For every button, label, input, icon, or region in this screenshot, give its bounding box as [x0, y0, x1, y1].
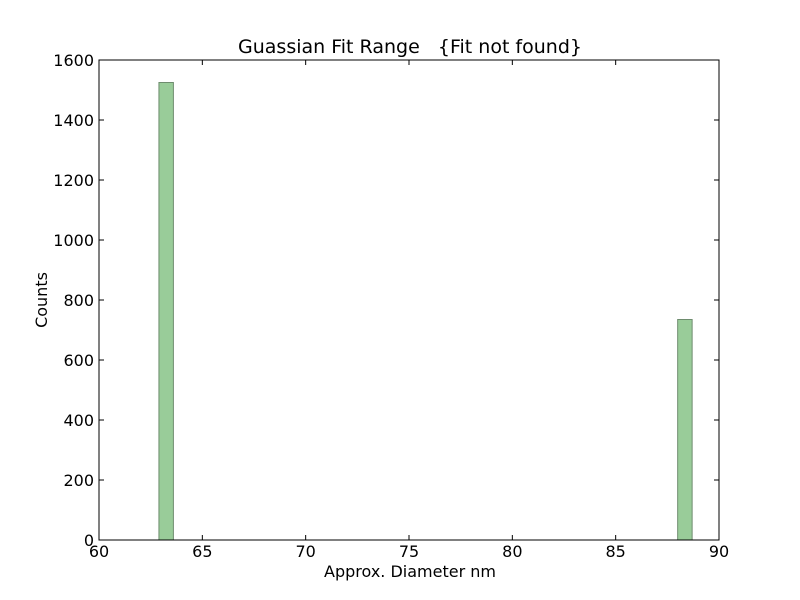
y-tick-label: 0	[84, 531, 94, 550]
histogram-bar-2	[677, 319, 693, 541]
x-axis-title: Approx. Diameter nm	[324, 562, 496, 581]
plot-area-frame	[98, 59, 720, 541]
x-tick-label: 80	[502, 542, 522, 561]
y-tick-label: 400	[63, 411, 94, 430]
y-tick-label: 600	[63, 351, 94, 370]
histogram-bar-1	[158, 82, 174, 541]
y-tick-label: 1600	[53, 51, 94, 70]
ticks-layer: 60 65 70 75 80 85 90 0 200 400 600 800 1000 1200 1400 1…	[53, 51, 729, 561]
y-tick-label: 1000	[53, 231, 94, 250]
y-axis-title: Counts	[32, 272, 51, 328]
y-tick-label: 1200	[53, 171, 94, 190]
y-tick-label: 200	[63, 471, 94, 490]
y-tick-label: 1400	[53, 111, 94, 130]
y-tick-label: 800	[63, 291, 94, 310]
x-tick-label: 65	[192, 542, 212, 561]
x-tick-label: 90	[709, 542, 729, 561]
bars-layer	[158, 82, 693, 541]
x-tick-label: 75	[399, 542, 419, 561]
chart-title: Guassian Fit Range {Fit not found}	[238, 36, 582, 58]
x-tick-label: 70	[295, 542, 315, 561]
x-tick-label: 85	[605, 542, 625, 561]
x-tick-label: 60	[89, 542, 109, 561]
